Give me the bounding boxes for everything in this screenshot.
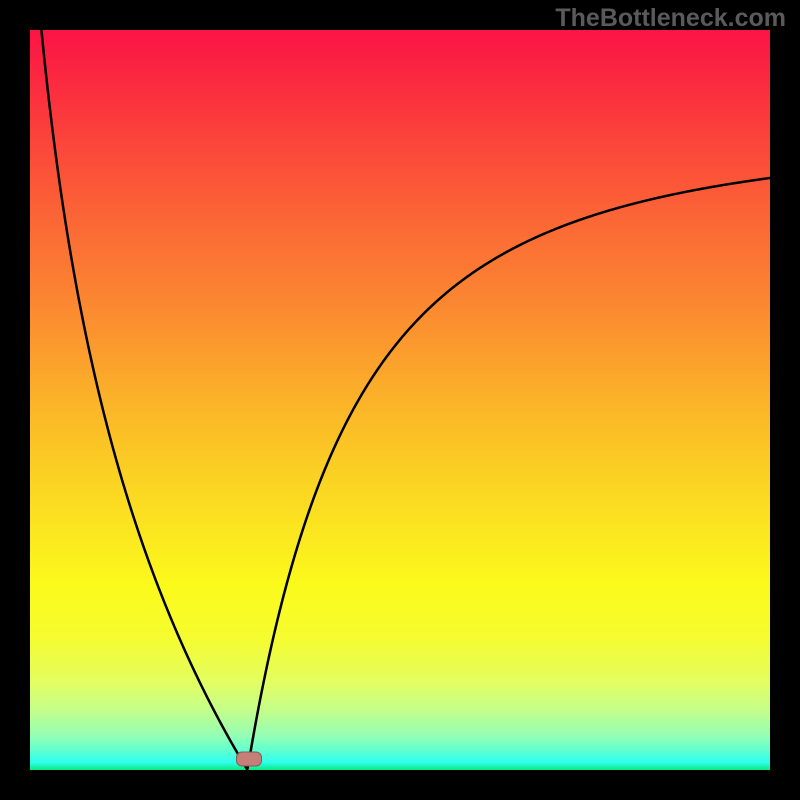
curve-svg — [30, 30, 770, 770]
chart-container: TheBottleneck.com — [0, 0, 800, 800]
plot-area — [30, 30, 770, 770]
vertex-marker — [236, 751, 262, 766]
bottleneck-curve — [39, 30, 770, 770]
watermark-text: TheBottleneck.com — [555, 4, 786, 33]
